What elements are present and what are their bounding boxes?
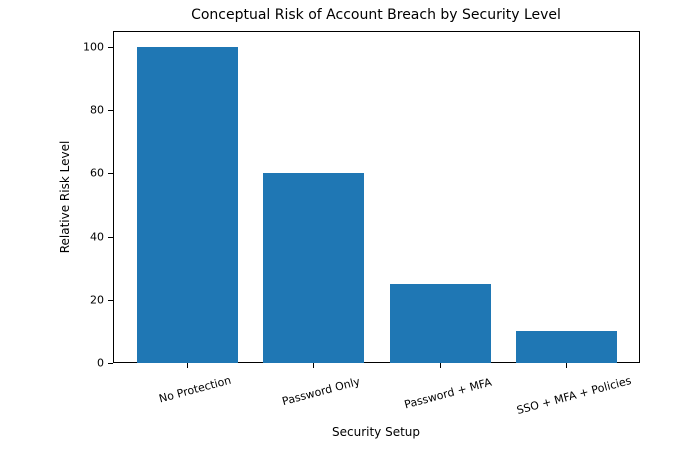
x-tick-label: SSO + MFA + Policies <box>515 373 633 418</box>
x-tick-label: Password Only <box>280 374 362 409</box>
y-tick <box>108 236 113 238</box>
x-tick-label: No Protection <box>157 373 233 406</box>
y-tick-label: 100 <box>83 40 104 54</box>
y-tick-label: 20 <box>90 293 104 307</box>
y-tick <box>108 173 113 175</box>
x-axis-label: Security Setup <box>331 425 421 439</box>
chart-title: Conceptual Risk of Account Breach by Sec… <box>191 7 561 23</box>
y-tick <box>108 47 113 48</box>
y-tick-label: 40 <box>90 230 104 244</box>
bar <box>262 173 364 363</box>
y-tick <box>108 363 113 364</box>
y-axis-label: Relative Risk Level <box>58 140 72 254</box>
y-tick-label: 0 <box>97 356 104 370</box>
bar <box>136 47 238 363</box>
plot-area <box>113 31 640 363</box>
bar <box>515 331 617 363</box>
x-tick-label: Password + MFA <box>402 375 494 412</box>
y-tick <box>108 110 113 112</box>
y-tick-label: 80 <box>90 103 104 117</box>
y-tick-label: 60 <box>90 166 104 180</box>
x-tick <box>440 363 441 368</box>
x-tick <box>187 363 188 368</box>
x-tick <box>313 363 314 368</box>
y-tick <box>108 299 113 301</box>
bar <box>389 284 491 363</box>
x-tick <box>566 363 567 368</box>
